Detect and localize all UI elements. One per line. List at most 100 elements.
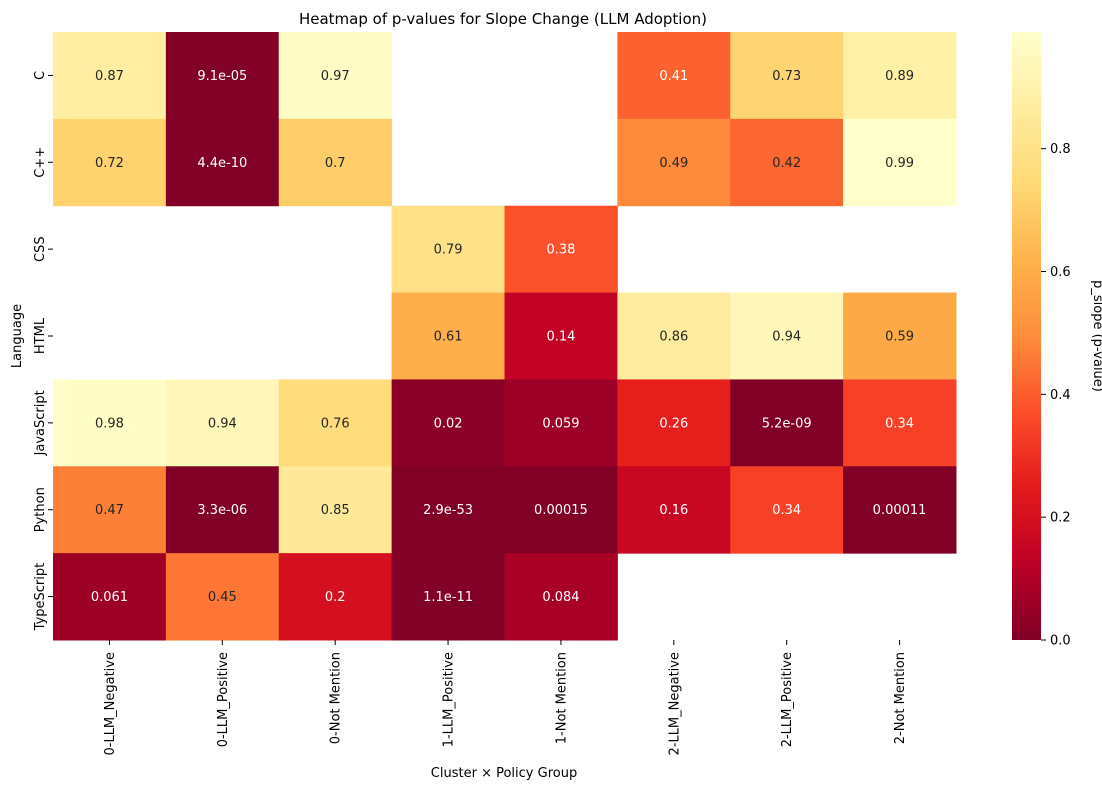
cell-value-label: 0.61	[434, 329, 463, 344]
heatmap-cell	[278, 32, 393, 120]
heatmap-cell	[391, 379, 505, 467]
x-tick-label: 2-LLM_Positive	[780, 652, 795, 747]
heatmap-cell	[165, 379, 280, 467]
cell-value-label: 0.99	[885, 156, 914, 171]
cell-value-label: 0.72	[95, 156, 124, 171]
colorbar-gradient	[1012, 32, 1041, 640]
heatmap-cell	[53, 32, 167, 120]
heatmap-cell	[165, 118, 280, 207]
cell-value-label: 0.97	[321, 69, 350, 84]
cell-value-label: 9.1e-05	[197, 69, 247, 84]
cell-value-label: 0.02	[434, 416, 463, 431]
heatmap-cell	[730, 292, 844, 380]
cell-value-label: 0.26	[659, 416, 688, 431]
x-axis: 0-LLM_Negative 0-LLM_Positive 0-Not Mentio…	[103, 639, 908, 756]
heatmap-cell	[504, 466, 618, 554]
heatmap-cell	[843, 379, 957, 467]
cell-value-label: 2.9e-53	[423, 503, 473, 518]
colorbar-tick-label: 0.0	[1050, 634, 1071, 649]
heatmap-cell	[391, 553, 505, 641]
cell-value-label: 0.34	[885, 416, 914, 431]
heatmap-cell	[730, 466, 844, 554]
heatmap-cell	[843, 466, 957, 554]
heatmap-cell	[504, 292, 618, 380]
y-axis: C C++ CSS HTML JavaScript Python TypeScript	[33, 71, 53, 631]
heatmap-cell	[504, 553, 618, 641]
heatmap-cells	[53, 32, 957, 641]
heatmap-cell	[165, 32, 280, 120]
cell-value-label: 0.059	[542, 416, 579, 431]
cell-value-labels: 0.87 9.1e-05 0.97 0.41 0.73 0.89 0.72 4.4e-10 0.…	[91, 69, 927, 605]
cell-value-label: 5.2e-09	[762, 416, 812, 431]
heatmap-cell	[843, 292, 957, 380]
cell-value-label: 0.34	[772, 503, 801, 518]
y-tick-label: TypeScript	[33, 563, 48, 632]
heatmap-cell	[843, 32, 957, 120]
x-tick-label: 1-Not Mention	[554, 652, 569, 744]
cell-value-label: 0.59	[885, 329, 914, 344]
heatmap-cell	[730, 379, 844, 467]
cell-value-label: 0.42	[772, 156, 801, 171]
cell-value-label: 0.7	[325, 156, 346, 171]
heatmap-cell	[617, 118, 731, 207]
y-tick-label: C++	[33, 147, 48, 178]
cell-value-label: 0.87	[95, 69, 124, 84]
cell-value-label: 0.98	[95, 416, 124, 431]
cell-value-label: 0.38	[546, 243, 575, 258]
heatmap-cell	[53, 466, 167, 554]
cell-value-label: 0.00011	[873, 503, 927, 518]
y-tick-label: HTML	[33, 317, 48, 354]
cell-value-label: 0.86	[659, 329, 688, 344]
cell-value-label: 0.89	[885, 69, 914, 84]
cell-value-label: 0.41	[659, 69, 688, 84]
cell-value-label: 0.94	[208, 416, 237, 431]
x-tick-label: 0-LLM_Negative	[103, 652, 118, 756]
heatmap-cell	[391, 205, 505, 294]
cell-value-label: 0.47	[95, 503, 124, 518]
heatmap-cell	[730, 32, 844, 120]
colorbar: 0.0 0.2 0.4 0.6 0.8 p_slope (p-value)	[1012, 32, 1102, 649]
heatmap-cell	[617, 32, 731, 120]
y-tick-label: C	[33, 71, 48, 80]
cell-value-label: 0.49	[659, 156, 688, 171]
colorbar-tick-label: 0.4	[1050, 388, 1071, 403]
cell-value-label: 1.1e-11	[423, 590, 473, 605]
x-tick-label: 2-LLM_Negative	[667, 652, 682, 756]
heatmap-cell	[504, 379, 618, 467]
colorbar-tick-label: 0.8	[1050, 142, 1071, 157]
cell-value-label: 0.2	[325, 590, 346, 605]
heatmap-cell	[504, 205, 618, 294]
cell-value-label: 4.4e-10	[197, 156, 247, 171]
heatmap-cell	[617, 466, 731, 554]
heatmap-cell	[617, 292, 731, 380]
heatmap-cell	[730, 118, 844, 207]
cell-value-label: 0.94	[772, 329, 801, 344]
x-tick-label: 0-Not Mention	[329, 652, 344, 744]
heatmap-cell	[53, 553, 167, 641]
cell-value-label: 0.79	[434, 243, 463, 258]
chart-title: Heatmap of p-values for Slope Change (LL…	[299, 10, 707, 28]
cell-value-label: 0.14	[546, 329, 575, 344]
cell-value-label: 0.16	[659, 503, 688, 518]
heatmap-cell	[617, 379, 731, 467]
colorbar-tick-label: 0.2	[1050, 511, 1071, 526]
heatmap-cell	[165, 466, 280, 554]
cell-value-label: 0.85	[321, 503, 350, 518]
cell-value-label: 0.45	[208, 590, 237, 605]
x-axis-label: Cluster × Policy Group	[431, 766, 577, 781]
x-tick-label: 2-Not Mention	[893, 652, 908, 744]
x-tick-label: 1-LLM_Positive	[442, 652, 457, 747]
heatmap-cell	[53, 379, 167, 467]
colorbar-label: p_slope (p-value)	[1090, 280, 1102, 392]
y-tick-label: Python	[33, 487, 48, 532]
heatmap-cell	[278, 379, 393, 467]
heatmap-cell	[53, 118, 167, 207]
colorbar-tick-label: 0.6	[1050, 265, 1071, 280]
cell-value-label: 0.76	[321, 416, 350, 431]
cell-value-label: 0.73	[772, 69, 801, 84]
colorbar-ticks: 0.0 0.2 0.4 0.6 0.8	[1041, 142, 1071, 649]
heatmap-cell	[278, 553, 393, 641]
cell-value-label: 3.3e-06	[197, 503, 247, 518]
